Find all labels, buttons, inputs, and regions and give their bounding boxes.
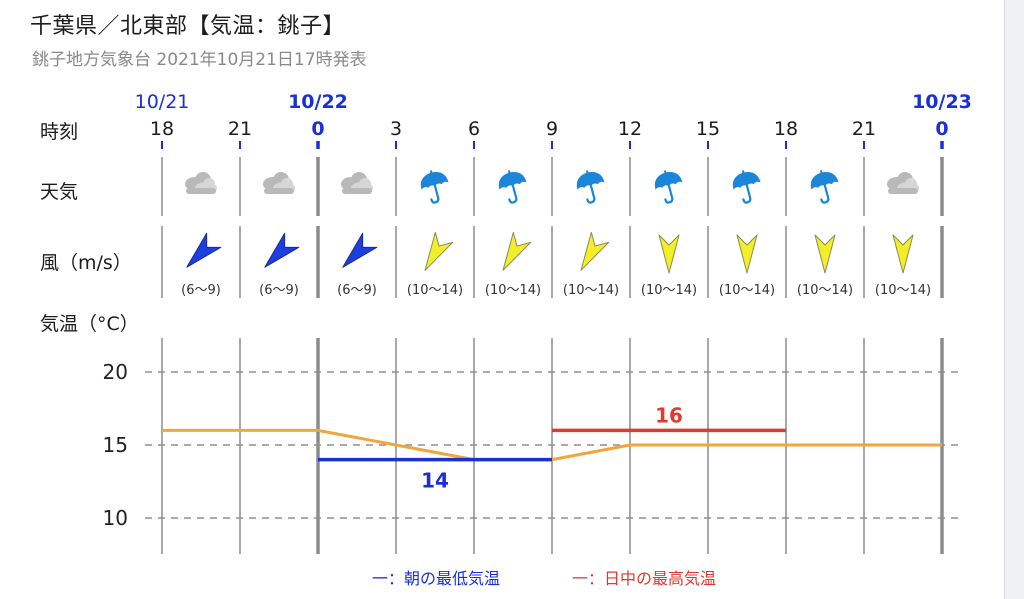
umbrella-icon (732, 170, 761, 204)
cloud-part (264, 188, 294, 194)
y-tick-label: 10 (103, 506, 128, 530)
cloud-part (186, 188, 216, 194)
max-temp-label: 16 (655, 403, 683, 427)
wind-arrow-shape (424, 231, 454, 271)
hour-label: 15 (696, 118, 720, 140)
wind-row-label: 風（m/s） (40, 252, 132, 274)
hour-label: 12 (618, 118, 642, 140)
hour-label: 21 (228, 118, 252, 140)
umbrella-handle (430, 184, 440, 204)
wind-arrow-shape (264, 232, 300, 268)
wind-speed-label: (6〜9) (337, 283, 377, 298)
wind-speed-label: (10〜14) (875, 283, 931, 298)
wind-arrow-shape (186, 232, 222, 268)
date-label: 10/23 (912, 91, 972, 113)
cloud-part (359, 178, 371, 190)
page-title: 千葉県／北東部【気温：銚子】 (30, 14, 346, 39)
umbrella-handle (742, 184, 752, 204)
y-tick-label: 20 (103, 360, 128, 384)
umbrella-handle (508, 184, 518, 204)
hour-label: 0 (311, 118, 324, 140)
umbrella-canopy (420, 172, 449, 190)
time-row-label: 時刻 (40, 121, 79, 143)
umbrella-icon (654, 170, 683, 204)
wind-speed-label: (6〜9) (259, 283, 299, 298)
wind-arrow-icon (892, 234, 914, 274)
cloud-part (281, 178, 293, 190)
umbrella-tip (663, 170, 667, 174)
wind-arrow-shape (892, 234, 914, 274)
legend-max-temp: 一：日中の最高気温 (572, 569, 717, 588)
umbrella-canopy (810, 172, 839, 190)
wind-arrow-icon (342, 232, 378, 268)
wind-speed-label: (10〜14) (407, 283, 463, 298)
wind-arrow-shape (658, 234, 680, 274)
wind-arrow-icon (658, 234, 680, 274)
hour-label: 18 (774, 118, 798, 140)
wind-speed-label: (6〜9) (181, 283, 221, 298)
cloud-part (342, 188, 372, 194)
legend-min-temp: 一：朝の最低気温 (372, 569, 501, 588)
hour-label: 18 (150, 118, 174, 140)
umbrella-icon (576, 170, 605, 204)
wind-speed-label: (10〜14) (719, 283, 775, 298)
hour-label: 0 (935, 118, 948, 140)
weather-row-label: 天気 (40, 181, 79, 203)
cloud-part (203, 178, 215, 190)
hour-label: 21 (852, 118, 876, 140)
umbrella-handle (586, 184, 596, 204)
umbrella-canopy (576, 172, 605, 190)
wind-speed-label: (10〜14) (485, 283, 541, 298)
cloud-part (888, 188, 918, 194)
wind-speed-label: (10〜14) (563, 283, 619, 298)
wind-arrow-icon (424, 231, 454, 271)
wind-arrow-shape (502, 231, 532, 271)
min-temp-label: 14 (421, 469, 449, 493)
umbrella-tip (507, 170, 511, 174)
umbrella-canopy (654, 172, 683, 190)
page-edge (1004, 0, 1024, 599)
cloudy-icon (263, 172, 295, 194)
umbrella-handle (664, 184, 674, 204)
date-label: 10/22 (288, 91, 348, 113)
umbrella-icon (810, 170, 839, 204)
wind-speed-label: (10〜14) (797, 283, 853, 298)
y-tick-label: 15 (103, 433, 128, 457)
umbrella-canopy (498, 172, 527, 190)
wind-arrow-icon (502, 231, 532, 271)
umbrella-handle (820, 184, 830, 204)
wind-arrow-icon (814, 234, 836, 274)
wind-arrow-shape (736, 234, 758, 274)
wind-arrow-icon (580, 231, 610, 271)
umbrella-icon (420, 170, 449, 204)
cloudy-icon (185, 172, 217, 194)
cloudy-icon (887, 172, 919, 194)
cloudy-icon (341, 172, 373, 194)
umbrella-canopy (732, 172, 761, 190)
wind-arrow-shape (814, 234, 836, 274)
hour-label: 3 (390, 118, 402, 140)
umbrella-tip (741, 170, 745, 174)
wind-arrow-icon (264, 232, 300, 268)
date-label: 10/21 (135, 91, 190, 113)
temp-row-label: 気温（°C） (40, 313, 139, 335)
hour-label: 6 (468, 118, 480, 140)
page-subtitle: 銚子地方気象台 2021年10月21日17時発表 (32, 50, 367, 70)
umbrella-tip (429, 170, 433, 174)
wind-arrow-icon (736, 234, 758, 274)
wind-arrow-shape (342, 232, 378, 268)
wind-arrow-shape (580, 231, 610, 271)
umbrella-icon (498, 170, 527, 204)
hour-label: 9 (546, 118, 558, 140)
cloud-part (905, 178, 917, 190)
wind-speed-label: (10〜14) (641, 283, 697, 298)
umbrella-tip (585, 170, 589, 174)
umbrella-tip (819, 170, 823, 174)
wind-arrow-icon (186, 232, 222, 268)
